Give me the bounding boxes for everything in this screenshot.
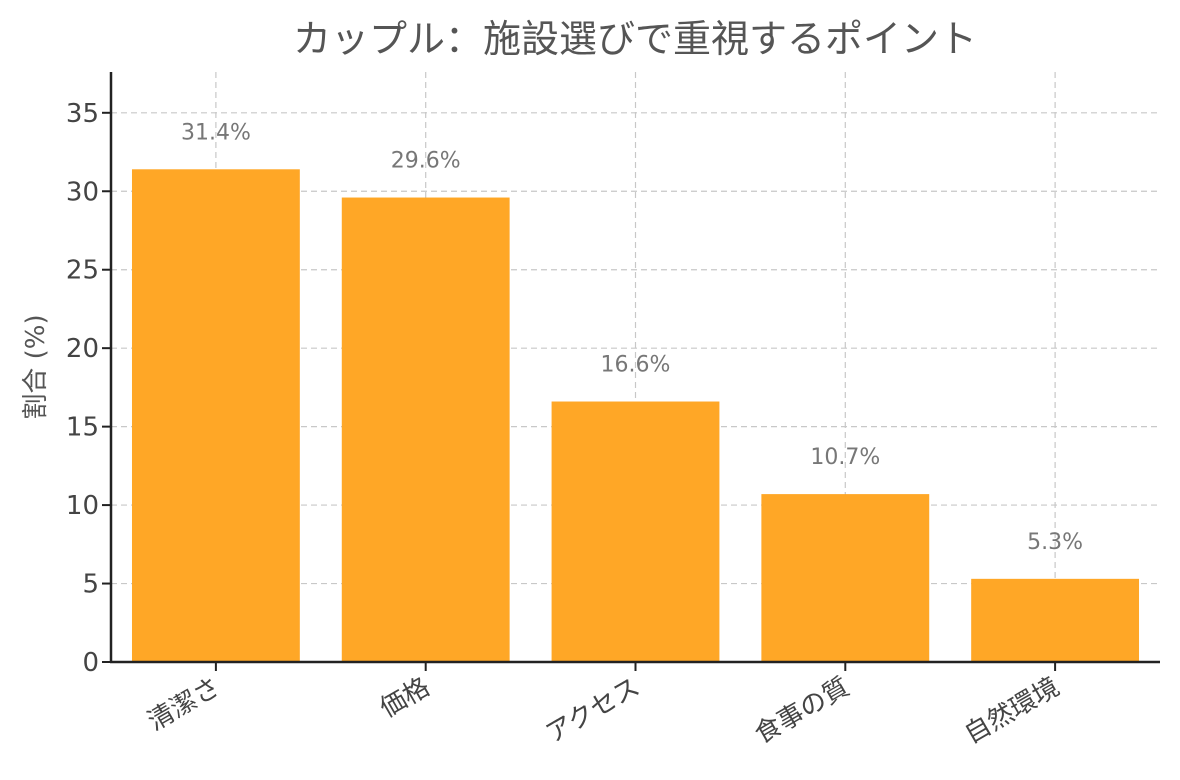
y-tick-label: 0 (82, 648, 99, 678)
bar-1 (131, 169, 300, 662)
y-tick-label: 30 (66, 177, 99, 207)
y-axis-label: 割合 (%) (21, 314, 51, 419)
x-tick-label: アクセス (541, 672, 645, 749)
data-label: 16.6% (601, 353, 671, 378)
y-tick-label: 15 (66, 413, 99, 443)
y-tick-label: 35 (66, 99, 99, 129)
data-label: 10.7% (810, 445, 880, 470)
data-label: 5.3% (1027, 530, 1083, 555)
axes (102, 72, 1160, 671)
x-tick-label: 価格 (375, 672, 435, 724)
bar-3 (551, 401, 720, 662)
x-tick-label: 清潔さ (143, 672, 226, 737)
bars (131, 169, 1140, 662)
y-tick-label: 5 (82, 570, 99, 600)
y-tick-label: 10 (66, 491, 99, 521)
data-label: 31.4% (181, 120, 251, 145)
y-tick-label: 20 (66, 334, 99, 364)
x-tick-label: 食事の質 (750, 672, 855, 750)
bar-2 (341, 197, 510, 662)
data-labels: 31.4% 29.6% 16.6% 10.7% 5.3% (181, 120, 1083, 555)
chart-title: カップル：施設選びで重視するポイント (293, 17, 977, 61)
y-tick-label: 25 (66, 256, 99, 286)
data-label: 29.6% (391, 149, 461, 174)
bar-5 (971, 578, 1140, 662)
bar-4 (761, 494, 930, 662)
x-tick-label: 自然環境 (960, 672, 1065, 750)
